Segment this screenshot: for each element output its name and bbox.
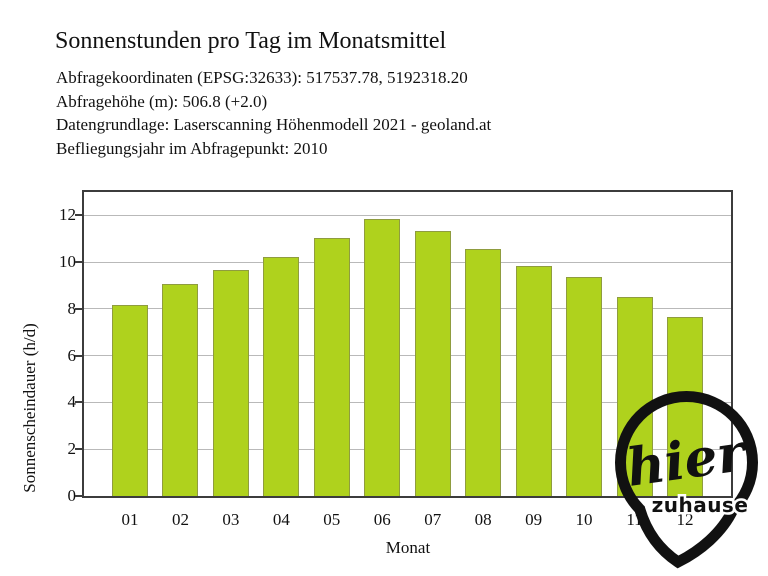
x-tick-label-07: 07 <box>424 510 442 529</box>
meta-line-flight-year: Befliegungsjahr im Abfragepunkt: 2010 <box>56 138 328 158</box>
logo-hier-text: hier <box>623 422 752 499</box>
y-tick-mark-10 <box>75 261 82 264</box>
x-tick-label-08: 08 <box>474 510 492 529</box>
meta-line-datasource: Datengrundlage: Laserscanning Höhenmodel… <box>56 115 492 134</box>
meta-line-elevation: Abfragehöhe (m): 506.8 (+2.0) <box>56 91 268 111</box>
y-tick-label-0: 0 <box>67 486 77 505</box>
bar-month-09 <box>515 265 552 496</box>
x-tick-label-01: 01 <box>121 510 139 529</box>
y-tick-label-6: 6 <box>67 345 77 365</box>
y-tick-mark-6 <box>75 354 82 357</box>
gridline-y-8 <box>84 308 731 310</box>
gridline-y-2 <box>84 448 731 450</box>
x-tick-label-02: 02 <box>171 510 189 529</box>
plot-area <box>82 190 733 498</box>
y-tick-label-12: 12 <box>59 205 76 225</box>
chart-title: Sonnenstunden pro Tag im Monatsmittel <box>55 28 447 54</box>
bar-month-08 <box>465 249 502 496</box>
y-tick-label-2: 2 <box>67 439 77 459</box>
y-tick-mark-8 <box>75 307 82 310</box>
gridline-y-6 <box>84 355 731 357</box>
hier-zuhause-logo: hier zuhause <box>615 391 758 569</box>
y-tick-mark-4 <box>75 401 82 404</box>
x-tick-label-09: 09 <box>525 510 543 529</box>
x-tick-label-05: 05 <box>323 510 341 529</box>
x-axis-title: Monat <box>385 538 431 557</box>
bar-month-10 <box>566 277 603 496</box>
logo-zuhause-text: zuhause <box>652 493 749 517</box>
x-tick-label-10: 10 <box>575 510 593 529</box>
map-pin-outline-icon <box>615 391 758 569</box>
gridline-y-10 <box>84 261 731 263</box>
bar-month-06 <box>364 218 401 496</box>
y-tick-label-4: 4 <box>67 392 77 412</box>
x-tick-label-12: 12 <box>676 510 694 529</box>
bar-month-01 <box>112 305 148 496</box>
bar-month-02 <box>162 284 199 496</box>
x-tick-label-04: 04 <box>272 510 290 529</box>
bar-month-05 <box>313 237 350 496</box>
y-tick-label-10: 10 <box>59 252 76 272</box>
y-tick-mark-2 <box>75 448 82 451</box>
x-tick-label-03: 03 <box>222 510 240 529</box>
meta-block: Abfragekoordinaten (EPSG:32633): 517537.… <box>56 66 491 160</box>
bar-month-03 <box>212 270 249 496</box>
bar-month-12 <box>666 317 703 496</box>
bar-month-07 <box>414 230 451 496</box>
y-tick-mark-0 <box>75 495 82 497</box>
y-tick-label-8: 8 <box>67 298 77 318</box>
gridline-y-4 <box>84 401 731 403</box>
bar-month-04 <box>263 257 300 496</box>
meta-line-coordinates: Abfragekoordinaten (EPSG:32633): 517537.… <box>56 68 468 87</box>
y-tick-mark-12 <box>75 214 82 217</box>
gridline-y-12 <box>84 214 731 216</box>
x-tick-label-06: 06 <box>373 510 391 529</box>
